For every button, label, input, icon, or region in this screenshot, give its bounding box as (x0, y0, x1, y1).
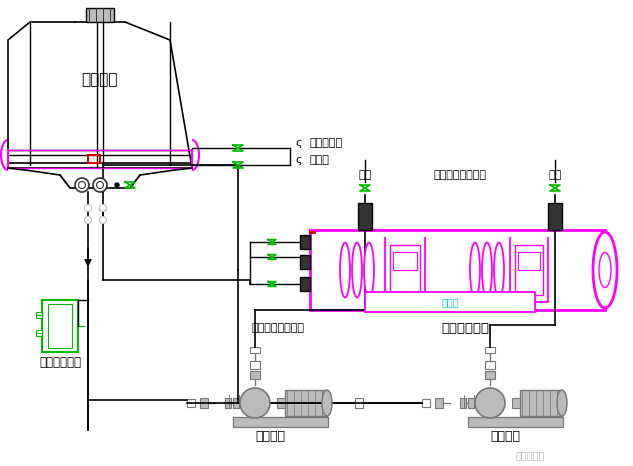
Bar (548, 203, 562, 230)
Circle shape (115, 183, 119, 187)
Ellipse shape (482, 242, 492, 297)
Bar (36, 312, 42, 318)
Bar (88, 155, 100, 163)
Bar (468, 398, 474, 408)
Bar (512, 398, 520, 408)
Bar (435, 398, 443, 408)
Bar (285, 390, 327, 416)
Text: 进水: 进水 (358, 170, 372, 180)
Text: ～制冷百科: ～制冷百科 (515, 450, 544, 460)
Circle shape (99, 217, 106, 224)
Circle shape (75, 178, 89, 192)
Ellipse shape (470, 242, 480, 297)
Text: 冷却水泵: 冷却水泵 (255, 431, 285, 444)
Ellipse shape (593, 232, 617, 308)
Bar (355, 398, 363, 408)
Ellipse shape (364, 242, 374, 297)
Text: 冷却水塔: 冷却水塔 (82, 73, 118, 88)
Bar (390, 245, 420, 295)
Bar (460, 398, 466, 408)
Bar (520, 390, 562, 416)
Bar (485, 347, 495, 353)
Circle shape (84, 217, 92, 224)
Bar (300, 255, 310, 269)
Ellipse shape (340, 242, 350, 297)
Bar (518, 252, 540, 270)
Ellipse shape (475, 388, 505, 418)
Bar (250, 347, 260, 353)
Bar (485, 361, 495, 369)
Text: 冷協水泵: 冷協水泵 (490, 431, 520, 444)
Circle shape (96, 181, 104, 189)
Ellipse shape (240, 388, 270, 418)
Bar (365, 292, 535, 312)
Bar (277, 398, 285, 408)
Text: 蔓发侧（冷冻水）: 蔓发侧（冷冻水） (434, 170, 487, 180)
Text: ς: ς (295, 155, 301, 165)
Text: 排水管: 排水管 (310, 155, 330, 165)
Circle shape (78, 181, 85, 189)
Bar (48, 304, 72, 348)
Text: 接自来水管: 接自来水管 (310, 138, 343, 148)
Ellipse shape (494, 242, 504, 297)
Ellipse shape (599, 253, 611, 288)
Bar (300, 277, 310, 291)
Text: 出水: 出水 (548, 170, 561, 180)
Bar (42, 300, 78, 352)
Circle shape (93, 178, 107, 192)
Bar (200, 398, 208, 408)
Bar (250, 371, 260, 379)
Bar (233, 417, 328, 427)
Bar (310, 230, 605, 310)
Bar (300, 235, 310, 249)
Ellipse shape (557, 390, 567, 416)
Bar (468, 417, 563, 427)
Bar (393, 252, 417, 270)
Text: 冷凝侧（冷却水）: 冷凝侧（冷却水） (252, 323, 305, 333)
Circle shape (84, 205, 92, 212)
Ellipse shape (352, 242, 362, 297)
Bar (86, 8, 114, 22)
Text: 子机组: 子机组 (441, 297, 459, 307)
Ellipse shape (322, 390, 332, 416)
Bar (187, 399, 195, 407)
Bar (36, 330, 42, 336)
Bar (515, 245, 543, 295)
Bar (225, 398, 231, 408)
Bar (358, 203, 372, 230)
Bar (485, 371, 495, 379)
Text: 电子水处理仪: 电子水处理仪 (39, 356, 81, 370)
Text: 水冷螺杆机组: 水冷螺杆机组 (441, 322, 489, 335)
Bar (422, 399, 430, 407)
Circle shape (99, 205, 106, 212)
Bar (250, 361, 260, 369)
Text: ς: ς (295, 138, 301, 148)
Bar (233, 398, 239, 408)
